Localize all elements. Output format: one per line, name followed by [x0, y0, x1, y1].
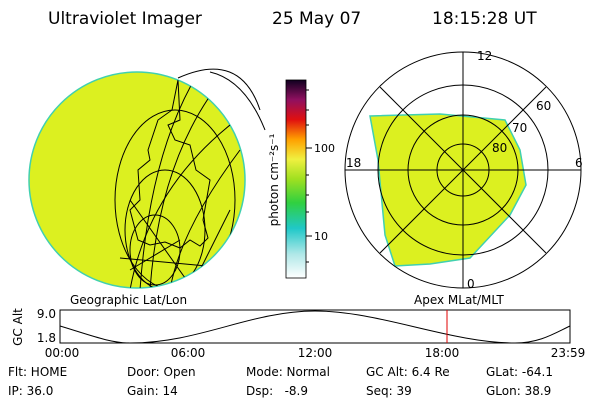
status-field: Mode: Normal — [246, 365, 330, 379]
status-field: Gain: 14 — [127, 384, 178, 398]
colorbar-tick: 10 — [314, 230, 328, 243]
plot-title-right: Apex MLat/MLT — [414, 293, 504, 307]
status-panel: Flt: HOME Door: Open Mode: Normal GC Alt: 6… — [8, 365, 553, 398]
status-field: Flt: HOME — [8, 365, 67, 379]
plot-frame — [59, 309, 571, 344]
x-label: 18:00 — [425, 346, 460, 360]
mlt-label: 18 — [346, 156, 361, 170]
y-label: 9.0 — [37, 307, 56, 321]
status-field: Dsp: -8.9 — [246, 384, 308, 398]
status-field: GC Alt: 6.4 Re — [366, 365, 450, 379]
plot-title-left: Geographic Lat/Lon — [70, 293, 187, 307]
status-field: GLat: -64.1 — [486, 365, 553, 379]
y-axis-label: GC Alt — [11, 308, 25, 346]
status-field: GLon: 38.9 — [486, 384, 551, 398]
altitude-curve — [59, 310, 571, 344]
x-label: 23:59 — [551, 346, 586, 360]
mlt-label: 6 — [575, 156, 583, 170]
status-field: Seq: 39 — [366, 384, 412, 398]
lat-label: 60 — [536, 99, 551, 113]
mlt-label: 12 — [477, 49, 492, 63]
colorbar-tick: 100 — [314, 142, 335, 155]
colorbar-label: photon cm⁻²s⁻¹ — [267, 133, 281, 226]
x-label: 00:00 — [45, 346, 80, 360]
polar-grid — [344, 51, 582, 289]
image-disk — [28, 71, 246, 289]
colorbar-ticks — [306, 89, 312, 263]
lat-label: 80 — [492, 141, 507, 155]
lat-label: 70 — [512, 121, 527, 135]
mlt-label: 0 — [467, 277, 475, 291]
date: 25 May 07 — [272, 9, 361, 29]
colorbar — [285, 79, 307, 279]
x-label: 06:00 — [171, 346, 206, 360]
status-field: Door: Open — [127, 365, 196, 379]
y-label: 1.8 — [37, 331, 56, 345]
auroral-region — [369, 113, 527, 267]
geographic-image — [28, 68, 266, 289]
x-label: 12:00 — [298, 346, 333, 360]
time: 18:15:28 UT — [432, 9, 537, 29]
status-field: IP: 36.0 — [8, 384, 53, 398]
polar-image: 12 18 6 0 60 70 80 — [344, 49, 583, 291]
instrument-title: Ultraviolet Imager — [48, 9, 202, 29]
